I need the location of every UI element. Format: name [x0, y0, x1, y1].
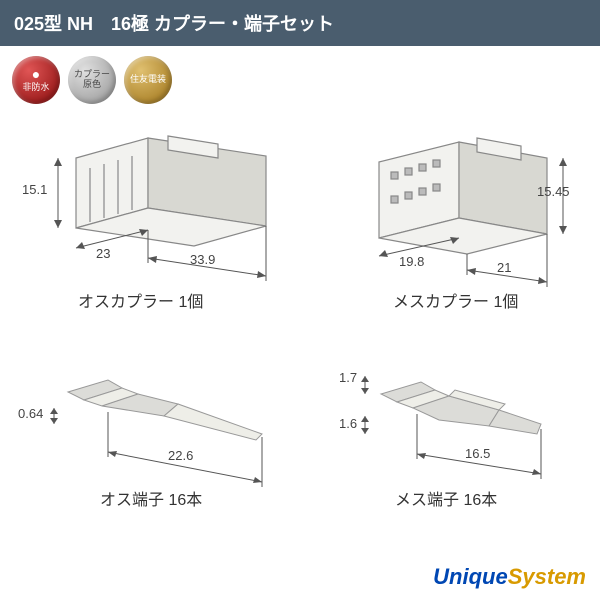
dim-length: 22.6	[168, 448, 193, 463]
female-terminal-caption: メス端子 16本	[395, 484, 497, 510]
dim-width: 23	[96, 246, 110, 261]
male-terminal-caption: オス端子 16本	[100, 484, 202, 510]
male-terminal-cell: 0.64 22.6 オス端子 16本	[18, 334, 291, 544]
male-coupler-drawing	[18, 118, 298, 298]
dim-length: 21	[497, 260, 511, 275]
male-terminal-drawing	[18, 334, 298, 504]
badge-nonwaterproof: ● 非防水	[12, 56, 60, 104]
badge-label: カプラー 原色	[74, 70, 110, 90]
title-bar: 025型 NH 16極 カプラー・端子セット	[0, 0, 600, 46]
male-coupler-caption: オスカプラー 1個	[78, 286, 203, 312]
dim-length: 16.5	[465, 446, 490, 461]
dim-pin: 0.64	[18, 406, 43, 421]
female-terminal-cell: 1.7 1.6 16.5 メス端子 16本	[309, 334, 582, 544]
badge-label: 非防水	[22, 83, 49, 93]
dim-height: 15.1	[22, 182, 47, 197]
badge-row: ● 非防水 カプラー 原色 住友電装	[0, 46, 600, 114]
dim-height: 15.45	[537, 184, 570, 199]
female-coupler-caption: メスカプラー 1個	[393, 286, 518, 312]
droplet-icon: ●	[32, 67, 40, 82]
dim-top: 1.7	[339, 370, 357, 385]
dim-width: 19.8	[399, 254, 424, 269]
brand-system: System	[508, 564, 586, 589]
dim-left: 1.6	[339, 416, 357, 431]
dim-length: 33.9	[190, 252, 215, 267]
items-grid: 15.1 23 33.9 オスカプラー 1個	[0, 114, 600, 554]
badge-coupler-color: カプラー 原色	[68, 56, 116, 104]
male-coupler-cell: 15.1 23 33.9 オスカプラー 1個	[18, 118, 291, 328]
brand-unique: Unique	[433, 564, 508, 589]
badge-maker: 住友電装	[124, 56, 172, 104]
branding-logo: UniqueSystem	[433, 564, 586, 590]
page-title: 025型 NH 16極 カプラー・端子セット	[14, 14, 334, 34]
female-coupler-cell: 15.45 19.8 21 メスカプラー 1個	[309, 118, 582, 328]
badge-label: 住友電装	[130, 75, 166, 85]
female-coupler-drawing	[309, 118, 589, 298]
